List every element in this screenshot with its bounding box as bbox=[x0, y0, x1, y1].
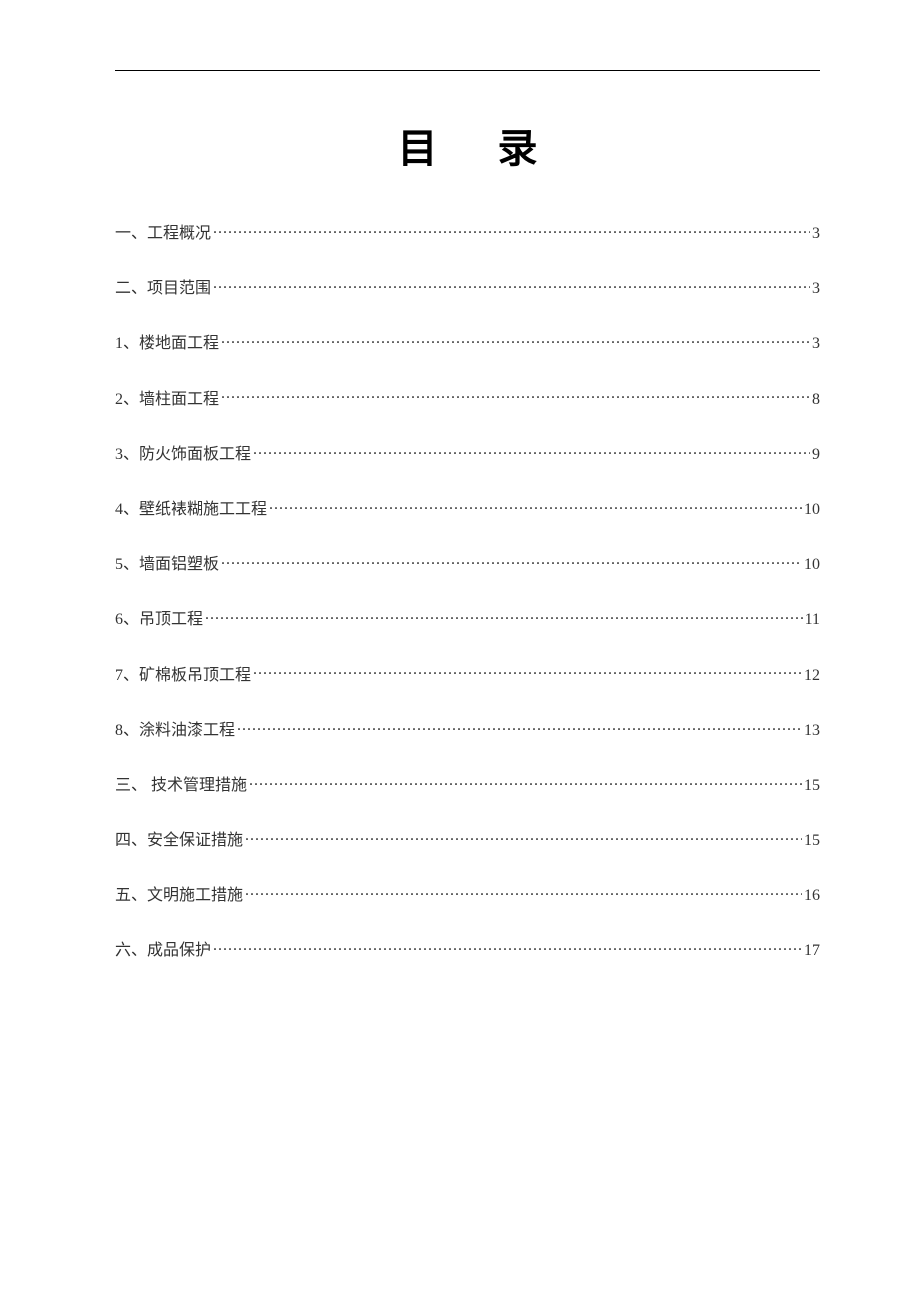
toc-entry: 5、墙面铝塑板 10 bbox=[115, 553, 820, 574]
toc-entry: 五、文明施工措施 16 bbox=[115, 884, 820, 905]
toc-label: 二、项目范围 bbox=[115, 279, 211, 298]
toc-leader-dots bbox=[237, 719, 802, 735]
toc-leader-dots bbox=[213, 939, 802, 955]
toc-entry: 二、项目范围 3 bbox=[115, 277, 820, 298]
toc-page-number: 11 bbox=[805, 610, 820, 629]
toc-page-number: 16 bbox=[804, 886, 820, 905]
toc-entry: 4、壁纸裱糊施工工程 10 bbox=[115, 498, 820, 519]
toc-label: 一、工程概况 bbox=[115, 224, 211, 243]
toc-entry: 三、 技术管理措施 15 bbox=[115, 774, 820, 795]
toc-leader-dots bbox=[205, 608, 803, 624]
toc-label: 4、壁纸裱糊施工工程 bbox=[115, 500, 267, 519]
title-char-2: 录 bbox=[498, 126, 538, 171]
toc-entry: 四、安全保证措施 15 bbox=[115, 829, 820, 850]
toc-label: 三、 技术管理措施 bbox=[115, 776, 247, 795]
toc-entry: 六、成品保护 17 bbox=[115, 939, 820, 960]
toc-label: 四、安全保证措施 bbox=[115, 831, 243, 850]
toc-page-number: 12 bbox=[804, 666, 820, 685]
toc-label: 7、矿棉板吊顶工程 bbox=[115, 666, 251, 685]
toc-leader-dots bbox=[213, 222, 810, 238]
toc-page-number: 9 bbox=[812, 445, 820, 464]
toc-list: 一、工程概况 3 二、项目范围 3 1、楼地面工程 3 2、墙柱面工程 8 3、… bbox=[115, 222, 820, 961]
toc-label: 2、墙柱面工程 bbox=[115, 390, 219, 409]
toc-leader-dots bbox=[245, 884, 802, 900]
toc-page-number: 15 bbox=[804, 776, 820, 795]
toc-entry: 3、防火饰面板工程 9 bbox=[115, 443, 820, 464]
title-char-1: 目 bbox=[398, 126, 438, 171]
toc-leader-dots bbox=[269, 498, 802, 514]
toc-page-number: 17 bbox=[804, 941, 820, 960]
toc-page-number: 13 bbox=[804, 721, 820, 740]
toc-page-number: 3 bbox=[812, 279, 820, 298]
toc-label: 五、文明施工措施 bbox=[115, 886, 243, 905]
header-rule bbox=[115, 70, 820, 71]
toc-leader-dots bbox=[253, 664, 802, 680]
toc-label: 6、吊顶工程 bbox=[115, 610, 203, 629]
toc-label: 8、涂料油漆工程 bbox=[115, 721, 235, 740]
toc-leader-dots bbox=[213, 277, 810, 293]
toc-page-number: 3 bbox=[812, 334, 820, 353]
toc-page-number: 15 bbox=[804, 831, 820, 850]
page-title: 目录 bbox=[115, 116, 820, 174]
toc-page-number: 10 bbox=[804, 555, 820, 574]
toc-page-number: 8 bbox=[812, 390, 820, 409]
toc-entry: 7、矿棉板吊顶工程 12 bbox=[115, 664, 820, 685]
toc-entry: 8、涂料油漆工程 13 bbox=[115, 719, 820, 740]
toc-leader-dots bbox=[245, 829, 802, 845]
toc-entry: 6、吊顶工程 11 bbox=[115, 608, 820, 629]
toc-page-number: 10 bbox=[804, 500, 820, 519]
toc-entry: 2、墙柱面工程 8 bbox=[115, 388, 820, 409]
toc-leader-dots bbox=[221, 332, 810, 348]
toc-page-number: 3 bbox=[812, 224, 820, 243]
toc-entry: 1、楼地面工程 3 bbox=[115, 332, 820, 353]
toc-leader-dots bbox=[253, 443, 810, 459]
toc-leader-dots bbox=[221, 388, 810, 404]
toc-label: 3、防火饰面板工程 bbox=[115, 445, 251, 464]
toc-label: 5、墙面铝塑板 bbox=[115, 555, 219, 574]
toc-label: 1、楼地面工程 bbox=[115, 334, 219, 353]
toc-leader-dots bbox=[221, 553, 802, 569]
toc-entry: 一、工程概况 3 bbox=[115, 222, 820, 243]
toc-leader-dots bbox=[249, 774, 802, 790]
toc-label: 六、成品保护 bbox=[115, 941, 211, 960]
